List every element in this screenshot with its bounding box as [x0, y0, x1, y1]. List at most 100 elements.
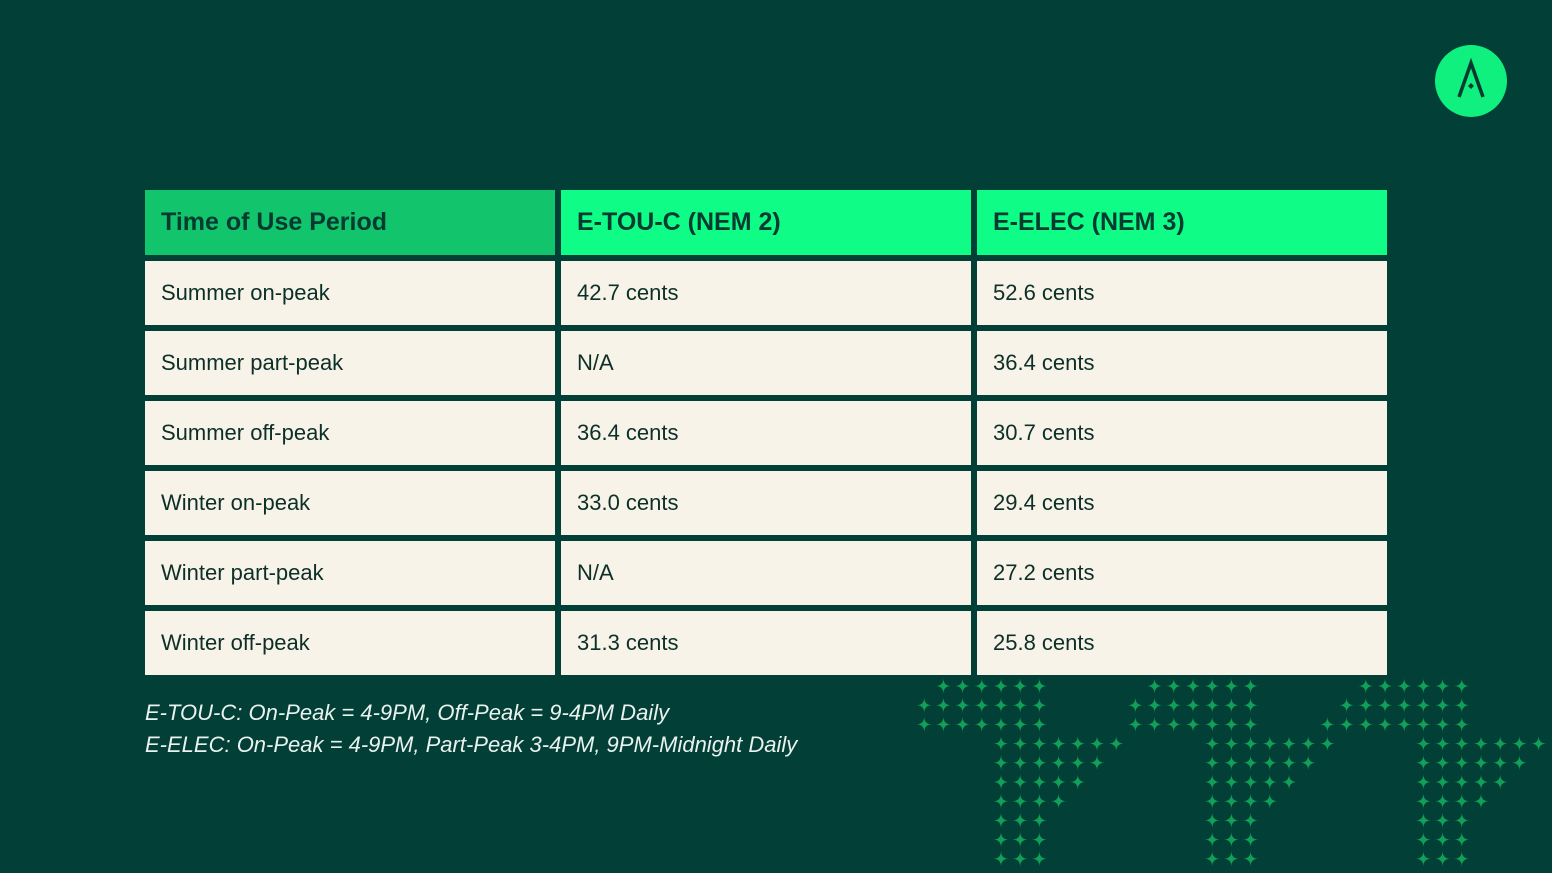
star-icon [1377, 678, 1393, 694]
star-icon [935, 678, 952, 694]
star-icon [1223, 850, 1240, 867]
star-icon [1223, 678, 1240, 694]
star-icon [1261, 793, 1278, 810]
star-icon [954, 697, 971, 714]
star-icon [1242, 735, 1259, 752]
table-cell: 25.8 cents [977, 611, 1387, 675]
star-icon [1434, 793, 1451, 810]
star-icon [1396, 678, 1413, 694]
star-icon [1012, 812, 1029, 829]
column-header: E-TOU-C (NEM 2) [561, 190, 971, 255]
star-icon [1242, 716, 1259, 733]
star-icon [1185, 678, 1201, 694]
star-icon [1453, 678, 1470, 694]
star-icon [1069, 754, 1086, 771]
footnotes: E-TOU-C: On-Peak = 4-9PM, Off-Peak = 9-4… [145, 697, 797, 761]
star-icon [1012, 793, 1029, 810]
star-icon [916, 716, 933, 733]
star-icon [1338, 697, 1355, 714]
star-icon [1396, 716, 1413, 733]
table-cell: 27.2 cents [977, 541, 1387, 605]
star-icon [1012, 735, 1029, 752]
star-icon [1261, 754, 1278, 771]
table-cell: 31.3 cents [561, 611, 971, 675]
row-label: Winter part-peak [145, 541, 555, 605]
star-icon [1453, 754, 1470, 771]
star-icon [1453, 774, 1470, 790]
star-icon [1242, 774, 1259, 790]
star-icon [1223, 812, 1240, 829]
table-cell: 33.0 cents [561, 471, 971, 535]
star-icon [1415, 812, 1432, 829]
table-cell: 30.7 cents [977, 401, 1387, 465]
star-icon [1108, 735, 1125, 752]
star-icon [1012, 831, 1029, 848]
star-icon [1242, 831, 1259, 848]
star-icon [1492, 735, 1509, 752]
star-icon [1357, 697, 1374, 714]
star-icon [1223, 754, 1240, 771]
star-icon [993, 716, 1009, 733]
star-icon [1012, 850, 1029, 867]
star-icon [1434, 812, 1451, 829]
star-icon [1319, 735, 1336, 752]
star-icon [1473, 774, 1489, 790]
star-icon [1204, 754, 1221, 771]
star-icon [916, 697, 933, 714]
row-label: Winter off-peak [145, 611, 555, 675]
star-icon [1434, 678, 1451, 694]
star-icon [1204, 774, 1221, 790]
star-icon [993, 831, 1009, 848]
star-icon [1146, 697, 1163, 714]
star-icon [1281, 754, 1297, 771]
star-icon [1415, 754, 1432, 771]
logo-a-icon [1457, 57, 1485, 98]
star-icon [1050, 735, 1067, 752]
star-icon [1511, 735, 1528, 752]
star-icon [993, 735, 1009, 752]
star-icon [1242, 754, 1259, 771]
star-icon [1146, 716, 1163, 733]
star-icon [954, 678, 971, 694]
star-icon [1453, 735, 1470, 752]
star-icon [993, 850, 1009, 867]
star-icon [1415, 793, 1432, 810]
star-icon [1031, 850, 1048, 867]
table-cell: 42.7 cents [561, 261, 971, 325]
star-icon [1204, 850, 1221, 867]
star-icon [1415, 735, 1432, 752]
star-icon [1261, 774, 1278, 790]
star-icon [1242, 678, 1259, 694]
star-icon [1031, 774, 1048, 790]
star-icon [1031, 812, 1048, 829]
brand-logo [1435, 45, 1507, 117]
star-icon [1434, 831, 1451, 848]
star-icon [1069, 774, 1086, 790]
star-icon [1415, 716, 1432, 733]
star-icon [1204, 678, 1221, 694]
star-icon [1223, 831, 1240, 848]
star-icon [993, 793, 1009, 810]
star-icon [1031, 735, 1048, 752]
star-icon [973, 716, 990, 733]
star-icon [1031, 831, 1048, 848]
star-icon [1319, 716, 1336, 733]
star-icon [1453, 793, 1470, 810]
star-icon [1300, 735, 1317, 752]
star-icon [1031, 754, 1048, 771]
star-icon [1050, 774, 1067, 790]
star-icon [1511, 754, 1528, 771]
star-icon [1012, 774, 1029, 790]
star-icon [1031, 678, 1048, 694]
star-icon [1204, 735, 1221, 752]
star-icon [1165, 678, 1182, 694]
star-icon [1185, 716, 1201, 733]
star-icon [1434, 754, 1451, 771]
star-icon [1127, 716, 1144, 733]
star-icon [1069, 735, 1086, 752]
star-icon [1453, 831, 1470, 848]
star-icon [1204, 793, 1221, 810]
rate-table: Time of Use Period E-TOU-C (NEM 2) E-ELEC … [145, 190, 1387, 675]
table-cell: N/A [561, 541, 971, 605]
star-icon [1223, 716, 1240, 733]
